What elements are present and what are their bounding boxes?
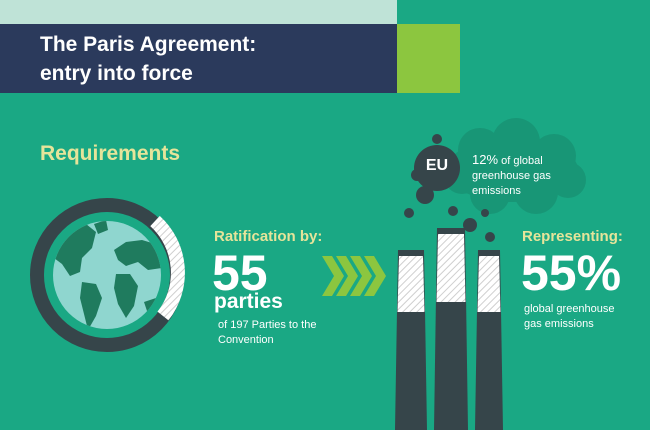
eu-share-line-2: greenhouse gas <box>472 170 551 182</box>
eu-share-line-3: emissions <box>472 185 521 197</box>
chimneys-icon <box>395 228 503 430</box>
cloud-shape <box>444 118 586 214</box>
eu-share-text: 12% of global greenhouse gas emissions <box>472 152 551 199</box>
title-line-2: entry into force <box>40 62 193 85</box>
representing-number: 55% <box>521 245 622 301</box>
chevrons-arrow-icon <box>322 256 386 296</box>
ratification-detail: of 197 Parties to the Convention <box>218 318 316 348</box>
eu-share-percent: 12% <box>472 152 499 167</box>
representing-label: Representing: <box>522 228 623 245</box>
accent-square <box>397 24 460 93</box>
ratification-unit: parties <box>214 290 283 313</box>
requirements-heading: Requirements <box>40 142 181 165</box>
top-strip <box>0 0 397 24</box>
ratification-detail-line-2: Convention <box>218 334 274 346</box>
page-title: The Paris Agreement: entry into force <box>40 30 256 88</box>
globe-icon <box>30 198 185 352</box>
ratification-number: 55 <box>212 245 268 301</box>
representing-detail-line-1: global greenhouse <box>524 303 615 315</box>
eu-badge <box>414 145 460 191</box>
representing-detail-line-2: gas emissions <box>524 318 594 330</box>
eu-share-line-1: of global <box>501 155 543 167</box>
ratification-label: Ratification by: <box>214 228 323 245</box>
representing-detail: global greenhouse gas emissions <box>524 302 615 332</box>
ratification-detail-line-1: of 197 Parties to the <box>218 319 317 331</box>
title-bar <box>0 24 397 93</box>
eu-badge-label: EU <box>425 157 449 174</box>
title-line-1: The Paris Agreement: <box>40 33 257 56</box>
